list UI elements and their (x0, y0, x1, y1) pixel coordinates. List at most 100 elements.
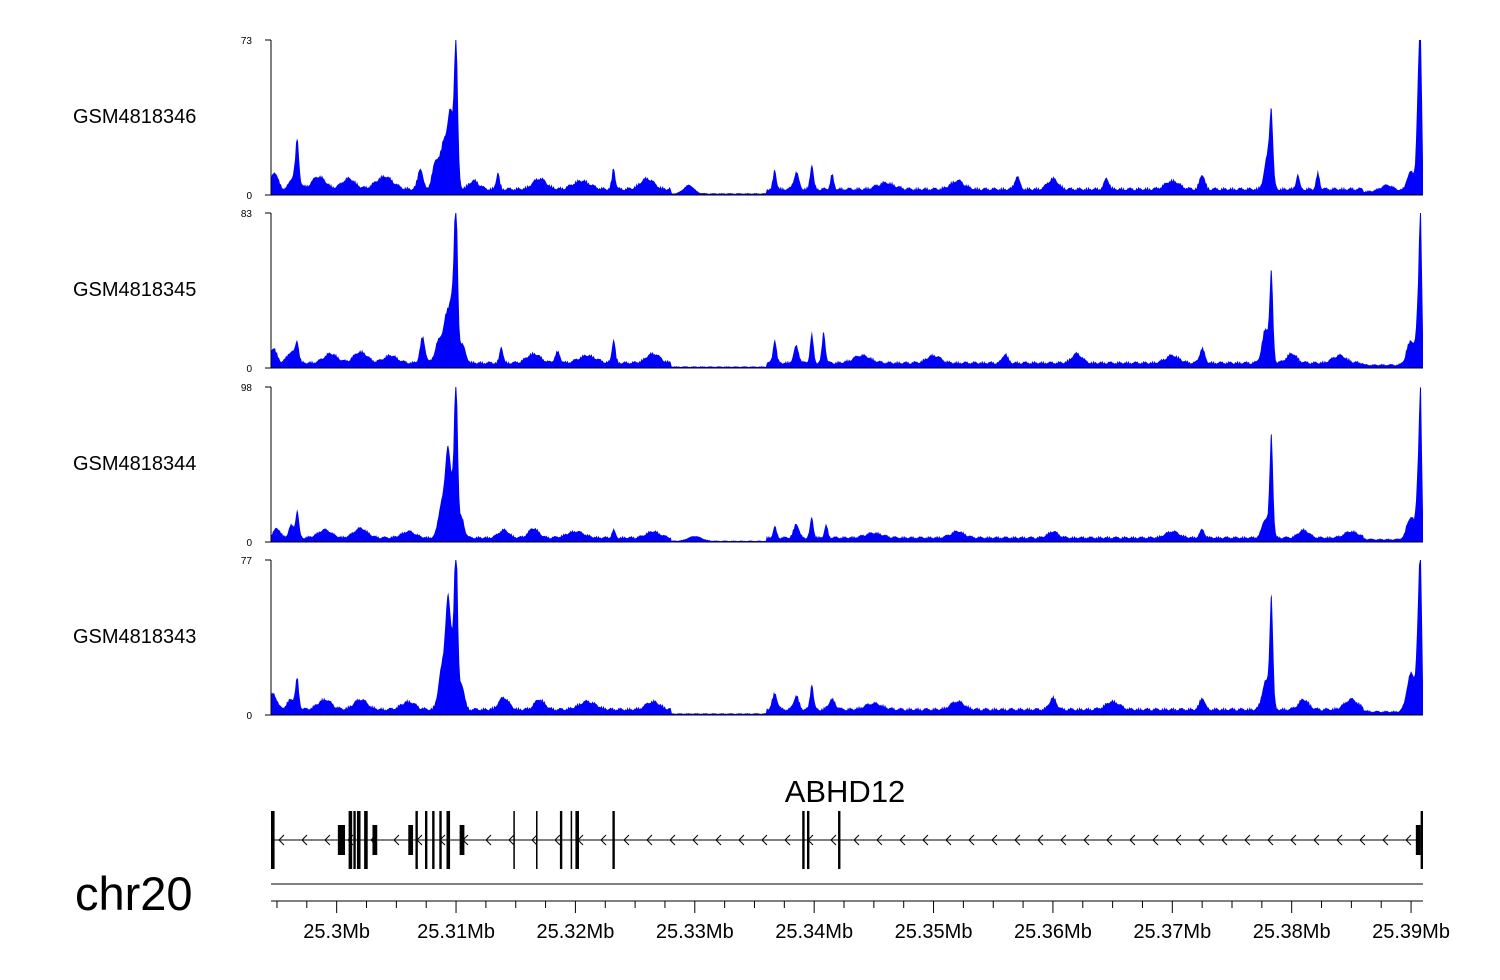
x-tick-label: 25.37Mb (1133, 921, 1211, 943)
strand-arrow (393, 834, 400, 846)
strand-arrow (1244, 834, 1251, 846)
strand-arrow (738, 834, 745, 846)
strand-arrow (508, 834, 515, 846)
track-GSM4818346: 73 0 GSM4818346 (73, 36, 1423, 202)
gene-exon (446, 811, 451, 869)
gene-exon (612, 811, 615, 869)
strand-arrow (853, 834, 860, 846)
strand-arrow (669, 834, 676, 846)
y-min-label: 0 (246, 711, 252, 722)
y-max-label: 83 (241, 209, 253, 220)
gene-exon (1415, 825, 1421, 855)
strand-arrow (1313, 834, 1320, 846)
gene-exon (570, 811, 573, 869)
gene-exon (513, 811, 515, 869)
strand-arrow (600, 834, 607, 846)
y-min-label: 0 (246, 364, 252, 375)
gene-exon (425, 811, 428, 869)
genome-axis: chr20 25.3Mb 25.31Mb 25.32Mb 25.33Mb 25.34Mb… (75, 867, 1450, 943)
track-GSM4818343: 77 0 GSM4818343 (73, 556, 1423, 722)
strand-arrow (646, 834, 653, 846)
strand-arrow (1336, 834, 1343, 846)
gene-exon (415, 811, 418, 869)
strand-arrow (531, 834, 538, 846)
strand-arrow (715, 834, 722, 846)
strand-arrow (301, 834, 308, 846)
gene-label: ABHD12 (785, 774, 906, 809)
gene-exon (372, 825, 378, 855)
strand-arrow (1152, 834, 1159, 846)
track-name-label: GSM4818346 (73, 106, 196, 128)
strand-arrow (1267, 834, 1274, 846)
strand-arrow (554, 834, 561, 846)
signal-area-GSM4818345 (271, 213, 1423, 368)
strand-arrow (1175, 834, 1182, 846)
gene-track: ABHD12 (271, 774, 1423, 869)
gene-exon (408, 825, 414, 855)
x-tick-label: 25.33Mb (656, 921, 734, 943)
gene-exon (337, 825, 346, 855)
gene-exon (807, 811, 810, 869)
strand-arrow (623, 834, 630, 846)
strand-arrow (830, 834, 837, 846)
strand-arrow (1221, 834, 1228, 846)
track-name-label: GSM4818344 (73, 453, 196, 475)
signal-area-GSM4818346 (271, 40, 1423, 195)
gene-exon (348, 811, 353, 869)
strand-arrow (1290, 834, 1297, 846)
y-min-label: 0 (246, 191, 252, 202)
strand-arrow (1060, 834, 1067, 846)
track-name-label: GSM4818343 (73, 626, 196, 648)
chromosome-label: chr20 (75, 867, 193, 920)
x-tick-label: 25.35Mb (895, 921, 973, 943)
track-GSM4818344: 98 0 GSM4818344 (73, 383, 1423, 549)
x-tick-label: 25.34Mb (775, 921, 853, 943)
strand-arrow (945, 834, 952, 846)
strand-arrow (1382, 834, 1389, 846)
gene-exon (364, 811, 368, 869)
x-tick-label: 25.31Mb (417, 921, 495, 943)
strand-arrow (922, 834, 929, 846)
strand-arrow (1083, 834, 1090, 846)
strand-arrow (876, 834, 883, 846)
gene-exon (802, 811, 805, 869)
gene-exon (356, 811, 361, 869)
strand-arrow (1129, 834, 1136, 846)
strand-arrow (485, 834, 492, 846)
gene-exon (536, 811, 538, 869)
signal-area-GSM4818343 (271, 560, 1423, 715)
strand-arrow (278, 834, 285, 846)
x-tick-label: 25.3Mb (303, 921, 370, 943)
gene-exon (439, 811, 442, 869)
gene-exon (838, 811, 841, 869)
strand-arrow (692, 834, 699, 846)
strand-arrow (1198, 834, 1205, 846)
y-max-label: 98 (241, 383, 253, 394)
gene-exon (353, 811, 356, 869)
gene-exon (1420, 811, 1423, 869)
strand-arrow (968, 834, 975, 846)
y-min-label: 0 (246, 538, 252, 549)
strand-arrow (1037, 834, 1044, 846)
gene-exon (459, 825, 465, 855)
gene-exon (559, 811, 563, 869)
strand-arrow (784, 834, 791, 846)
signal-tracks: 73 0 GSM4818346 83 0 GSM4818345 98 0 GSM4818344 7… (73, 36, 1423, 722)
strand-arrow (1106, 834, 1113, 846)
strand-arrow (1014, 834, 1021, 846)
strand-arrow (761, 834, 768, 846)
gene-exon (432, 811, 435, 869)
strand-arrow (324, 834, 331, 846)
strand-arrow (1359, 834, 1366, 846)
signal-area-GSM4818344 (271, 387, 1423, 542)
strand-arrow (991, 834, 998, 846)
x-tick-label: 25.38Mb (1253, 921, 1331, 943)
x-tick-label: 25.36Mb (1014, 921, 1092, 943)
strand-arrow (1405, 834, 1412, 846)
strand-arrow (899, 834, 906, 846)
x-tick-label: 25.32Mb (536, 921, 614, 943)
track-name-label: GSM4818345 (73, 279, 196, 301)
x-tick-label: 25.39Mb (1372, 921, 1450, 943)
gene-exon (575, 811, 579, 869)
